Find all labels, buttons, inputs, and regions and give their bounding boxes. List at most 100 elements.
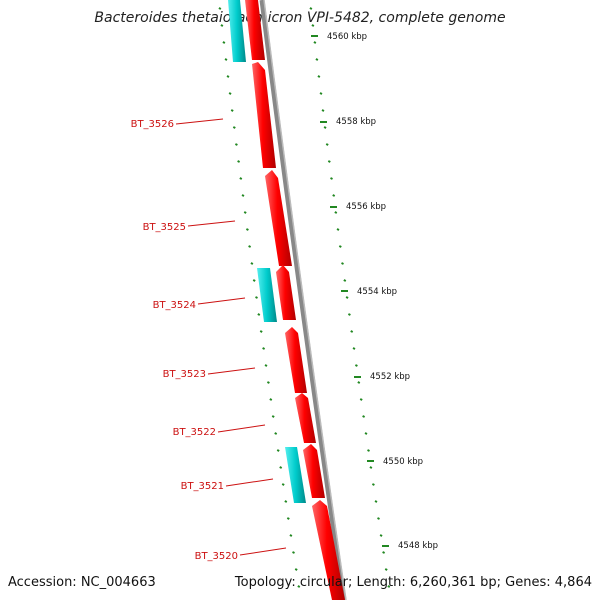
gene-label-bt3521: BT_3521 — [181, 481, 224, 492]
leader-bt3520 — [239, 547, 287, 556]
track-tick — [224, 58, 228, 61]
scale-labels: 4560 kbp 4558 kbp 4556 kbp 4554 kbp 4552… — [311, 32, 438, 551]
track-tick — [286, 517, 290, 520]
track-tick — [250, 262, 254, 265]
leader-bt3522 — [217, 424, 266, 433]
track-tick — [357, 381, 361, 384]
forward-gene-bt3524 — [276, 265, 296, 320]
gene-label-bt3524: BT_3524 — [153, 300, 196, 311]
track-tick — [309, 7, 313, 10]
track-tick — [252, 279, 256, 282]
track-tick — [289, 534, 293, 537]
track-tick — [269, 398, 273, 401]
track-tick — [350, 330, 354, 333]
track-tick — [228, 92, 232, 95]
track-tick — [276, 449, 280, 452]
right-tick-track — [309, 7, 391, 588]
track-tick — [281, 483, 285, 486]
scale-label-4554: 4554 kbp — [357, 287, 397, 297]
forward-gene-bt3523 — [285, 327, 307, 393]
track-tick — [237, 160, 241, 163]
track-tick — [369, 466, 373, 469]
track-tick — [271, 415, 275, 418]
track-tick — [334, 211, 338, 214]
leader-bt3521 — [225, 478, 274, 487]
track-tick — [292, 551, 295, 554]
left-tick-track — [218, 7, 301, 588]
track-tick — [255, 296, 258, 299]
track-tick — [241, 194, 245, 197]
track-tick — [343, 279, 347, 282]
track-tick — [218, 7, 222, 10]
track-tick — [274, 432, 278, 435]
track-tick — [327, 160, 331, 163]
scale-label-4550: 4550 kbp — [383, 457, 423, 467]
track-tick — [315, 58, 319, 61]
scale-label-4558: 4558 kbp — [336, 117, 376, 127]
track-tick — [382, 551, 386, 554]
track-tick — [319, 92, 323, 95]
reverse-gene-bt3521-region — [285, 447, 306, 503]
reverse-gene-bt3524-region — [257, 268, 277, 322]
track-tick — [297, 585, 301, 588]
scale-label-4560: 4560 kbp — [327, 32, 367, 42]
track-tick — [364, 432, 368, 435]
track-tick — [347, 313, 351, 316]
track-tick — [279, 466, 283, 469]
leader-bt3526 — [175, 118, 224, 125]
track-tick — [371, 483, 375, 486]
track-tick — [325, 143, 329, 146]
genome-stats-text: Topology: circular; Length: 6,260,361 bp… — [234, 575, 592, 590]
track-tick — [341, 262, 344, 265]
track-tick — [354, 364, 358, 367]
track-tick — [239, 177, 243, 180]
track-tick — [262, 347, 266, 350]
forward-gene-bt3520 — [312, 500, 345, 600]
track-tick — [222, 41, 226, 44]
track-tick — [234, 143, 238, 146]
track-tick — [284, 500, 288, 503]
track-tick — [377, 517, 380, 520]
track-tick — [367, 449, 370, 452]
scale-label-4556: 4556 kbp — [346, 202, 386, 212]
track-tick — [232, 126, 236, 129]
track-tick — [245, 228, 249, 231]
track-tick — [230, 109, 234, 112]
forward-gene-bt3522 — [295, 393, 316, 443]
track-tick — [352, 347, 356, 350]
gene-label-bt3523: BT_3523 — [163, 369, 206, 380]
track-tick — [311, 24, 315, 27]
track-tick — [248, 245, 252, 248]
track-tick — [345, 296, 349, 299]
forward-gene-bt3521 — [303, 444, 325, 498]
track-tick — [243, 211, 247, 214]
scale-label-4548: 4548 kbp — [398, 541, 438, 551]
forward-gene-bt3525 — [265, 170, 292, 266]
track-tick — [332, 194, 336, 197]
backbone-line — [259, 0, 347, 600]
leader-bt3523 — [207, 367, 256, 375]
leader-bt3525 — [187, 220, 236, 227]
track-tick — [264, 364, 268, 367]
track-tick — [226, 75, 230, 78]
track-tick — [336, 228, 340, 231]
track-tick — [323, 126, 327, 129]
gene-labels: BT_3526 BT_3525 BT_3524 BT_3523 BT_3522 … — [131, 118, 287, 562]
track-tick — [374, 500, 378, 503]
backbone-highlight — [263, 0, 347, 600]
forward-gene-top — [245, 0, 265, 60]
track-tick — [384, 568, 388, 571]
track-tick — [266, 381, 270, 384]
track-tick — [259, 330, 263, 333]
track-tick — [294, 568, 298, 571]
gene-label-bt3520: BT_3520 — [195, 551, 238, 562]
gene-label-bt3526: BT_3526 — [131, 119, 174, 130]
map-title: Bacteroides thetaiotaomicron VPI-5482, c… — [94, 10, 506, 26]
track-tick — [220, 24, 224, 27]
track-tick — [313, 41, 317, 44]
scale-label-4552: 4552 kbp — [370, 372, 410, 382]
track-tick — [317, 75, 321, 78]
forward-gene-bt3526 — [252, 62, 276, 168]
gene-label-bt3525: BT_3525 — [143, 222, 186, 233]
